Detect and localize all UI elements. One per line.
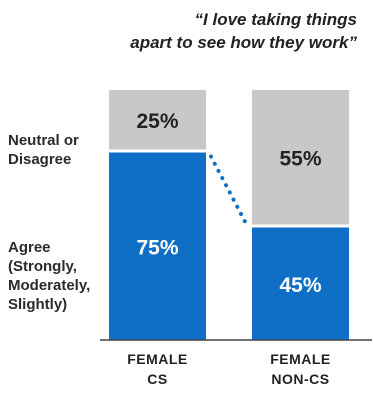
legend-agree-line-4: Slightly) — [8, 296, 68, 313]
bar-agree-0 — [109, 152, 206, 340]
chart-title-line-1: “I love taking things — [194, 10, 357, 29]
legend-agree-label: Agree (Strongly, Moderately, Slightly) — [8, 238, 90, 314]
bar-neutral-1 — [252, 90, 349, 225]
label-neutral-1: 55% — [279, 147, 321, 170]
chart-title-line-2: apart to see how they work” — [130, 33, 357, 52]
legend-agree-line-2: (Strongly, — [8, 258, 77, 275]
category-label-0-0: FEMALE — [127, 351, 188, 367]
bar-neutral-0 — [109, 90, 206, 150]
legend-neutral-label: Neutral or Disagree — [8, 131, 79, 169]
label-agree-1: 45% — [279, 274, 321, 297]
legend-agree-line-3: Moderately, — [8, 277, 91, 294]
label-agree-0: 75% — [136, 236, 178, 259]
legend-neutral-line-1: Neutral or — [8, 132, 79, 149]
label-neutral-0: 25% — [136, 110, 178, 133]
category-label-1-0: FEMALE — [270, 351, 331, 367]
category-label-0-1: CS — [147, 371, 167, 387]
legend-agree-line-1: Agree — [8, 239, 51, 256]
agree-connector-line — [209, 154, 248, 226]
bar-agree-1 — [252, 227, 349, 340]
category-label-1-1: NON-CS — [271, 371, 329, 387]
legend-neutral-line-2: Disagree — [8, 151, 72, 168]
